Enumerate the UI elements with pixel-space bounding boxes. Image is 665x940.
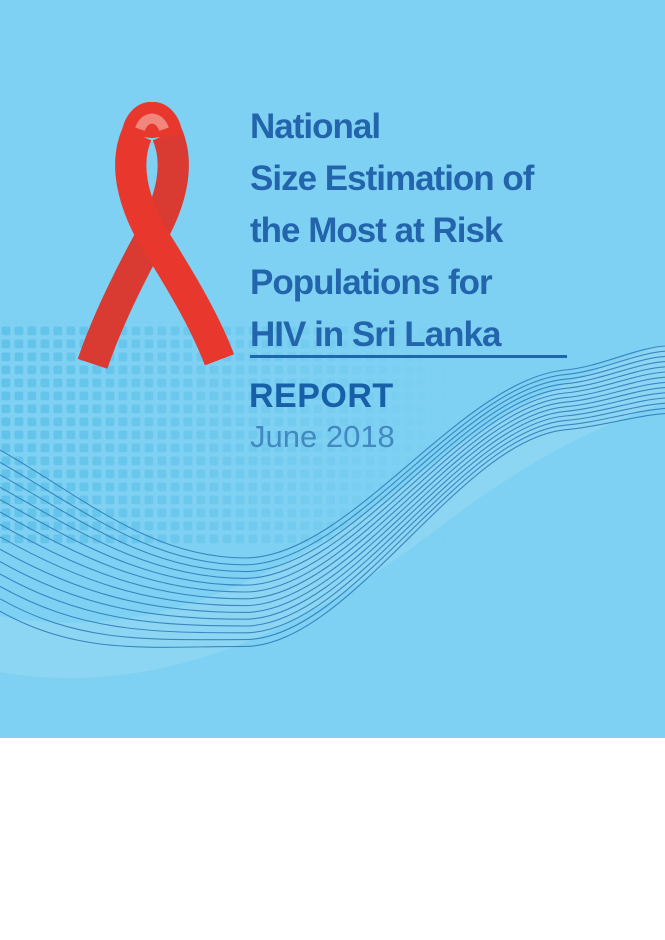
title-line-1: National: [250, 107, 381, 146]
report-date: June 2018: [250, 419, 395, 454]
dotted-squares-texture: [0, 322, 450, 546]
title-underline: [250, 355, 567, 358]
cover-blue-field: National Size Estimation of the Most at …: [0, 0, 665, 738]
cover-background-decoration: [0, 322, 665, 679]
title-line-4: Populations for: [250, 263, 493, 302]
red-awareness-ribbon-icon: [77, 102, 235, 369]
title-line-2: Size Estimation of: [250, 159, 534, 198]
wave-lines-band: [0, 345, 665, 648]
title-line-3: the Most at Risk: [250, 211, 503, 250]
footer-logo-strip: The Global Fund To Fight AIDS, Tuberculo…: [0, 738, 665, 940]
cover-title: National Size Estimation of the Most at …: [250, 101, 590, 361]
report-label: REPORT: [249, 377, 394, 415]
title-line-5: HIV in Sri Lanka: [250, 315, 501, 354]
